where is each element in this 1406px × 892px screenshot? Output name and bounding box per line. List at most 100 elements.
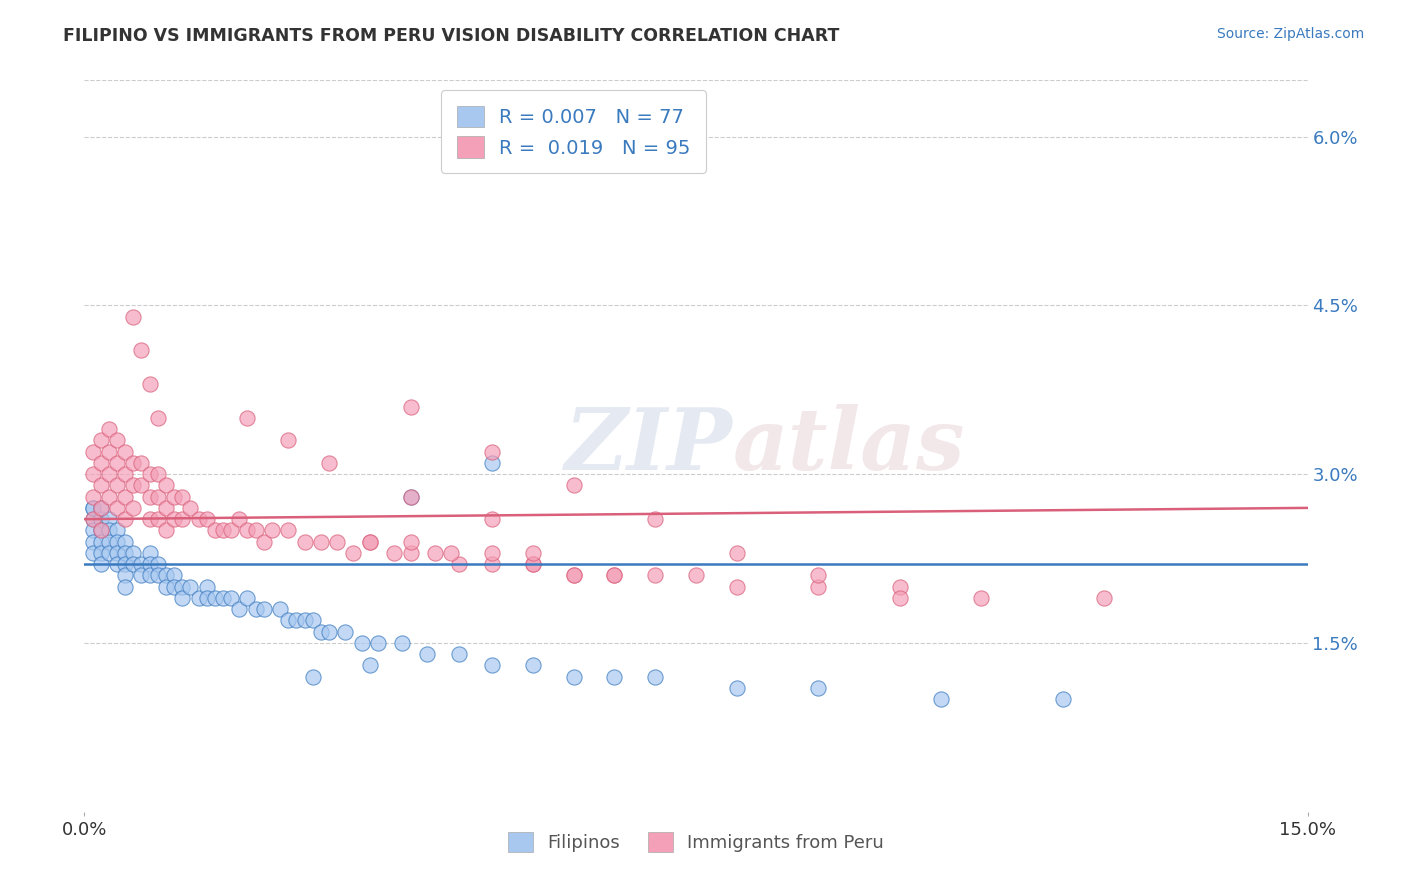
Point [644, 512, 666, 526]
Point [131, 456, 153, 470]
Point [481, 444, 503, 458]
Point [807, 681, 830, 695]
Point [277, 434, 299, 448]
Point [146, 512, 169, 526]
Point [163, 580, 186, 594]
Point [90, 500, 112, 515]
Point [90, 434, 112, 448]
Point [114, 490, 136, 504]
Point [603, 670, 626, 684]
Point [889, 580, 911, 594]
Point [122, 456, 145, 470]
Point [90, 534, 112, 549]
Point [90, 546, 112, 560]
Point [122, 310, 145, 324]
Point [131, 478, 153, 492]
Point [105, 500, 128, 515]
Point [562, 478, 585, 492]
Point [236, 524, 259, 538]
Point [603, 568, 626, 582]
Point [318, 456, 340, 470]
Point [146, 557, 169, 571]
Point [929, 692, 952, 706]
Point [90, 478, 112, 492]
Point [236, 591, 259, 605]
Point [114, 580, 136, 594]
Point [114, 546, 136, 560]
Point [1092, 591, 1115, 605]
Point [146, 410, 169, 425]
Point [105, 478, 128, 492]
Point [82, 546, 104, 560]
Point [114, 557, 136, 571]
Point [522, 557, 544, 571]
Point [440, 546, 463, 560]
Point [294, 614, 316, 628]
Point [204, 524, 226, 538]
Point [481, 557, 503, 571]
Point [301, 670, 323, 684]
Point [155, 580, 177, 594]
Point [146, 467, 169, 482]
Point [82, 500, 104, 515]
Point [155, 500, 177, 515]
Point [725, 546, 748, 560]
Point [294, 534, 316, 549]
Point [481, 546, 503, 560]
Point [562, 670, 585, 684]
Point [97, 467, 120, 482]
Point [179, 500, 201, 515]
Point [603, 568, 626, 582]
Point [522, 557, 544, 571]
Point [82, 512, 104, 526]
Point [155, 524, 177, 538]
Point [481, 456, 503, 470]
Point [90, 512, 112, 526]
Point [131, 557, 153, 571]
Point [685, 568, 707, 582]
Point [187, 591, 209, 605]
Point [146, 490, 169, 504]
Point [82, 534, 104, 549]
Point [236, 410, 259, 425]
Point [260, 524, 283, 538]
Point [187, 512, 209, 526]
Point [970, 591, 993, 605]
Point [114, 534, 136, 549]
Point [82, 500, 104, 515]
Point [114, 444, 136, 458]
Point [644, 670, 666, 684]
Point [97, 512, 120, 526]
Point [889, 591, 911, 605]
Point [97, 422, 120, 436]
Point [399, 546, 422, 560]
Point [138, 467, 160, 482]
Point [138, 557, 160, 571]
Point [105, 557, 128, 571]
Point [97, 546, 120, 560]
Point [146, 568, 169, 582]
Point [326, 534, 349, 549]
Point [82, 490, 104, 504]
Point [228, 602, 250, 616]
Point [449, 647, 471, 661]
Point [122, 478, 145, 492]
Point [481, 512, 503, 526]
Point [122, 557, 145, 571]
Point [807, 568, 830, 582]
Point [219, 524, 242, 538]
Point [138, 546, 160, 560]
Point [105, 546, 128, 560]
Point [359, 534, 381, 549]
Point [399, 490, 422, 504]
Point [359, 658, 381, 673]
Point [82, 467, 104, 482]
Point [105, 456, 128, 470]
Point [163, 568, 186, 582]
Point [245, 524, 267, 538]
Point [449, 557, 471, 571]
Point [105, 524, 128, 538]
Point [105, 434, 128, 448]
Point [335, 624, 357, 639]
Point [122, 546, 145, 560]
